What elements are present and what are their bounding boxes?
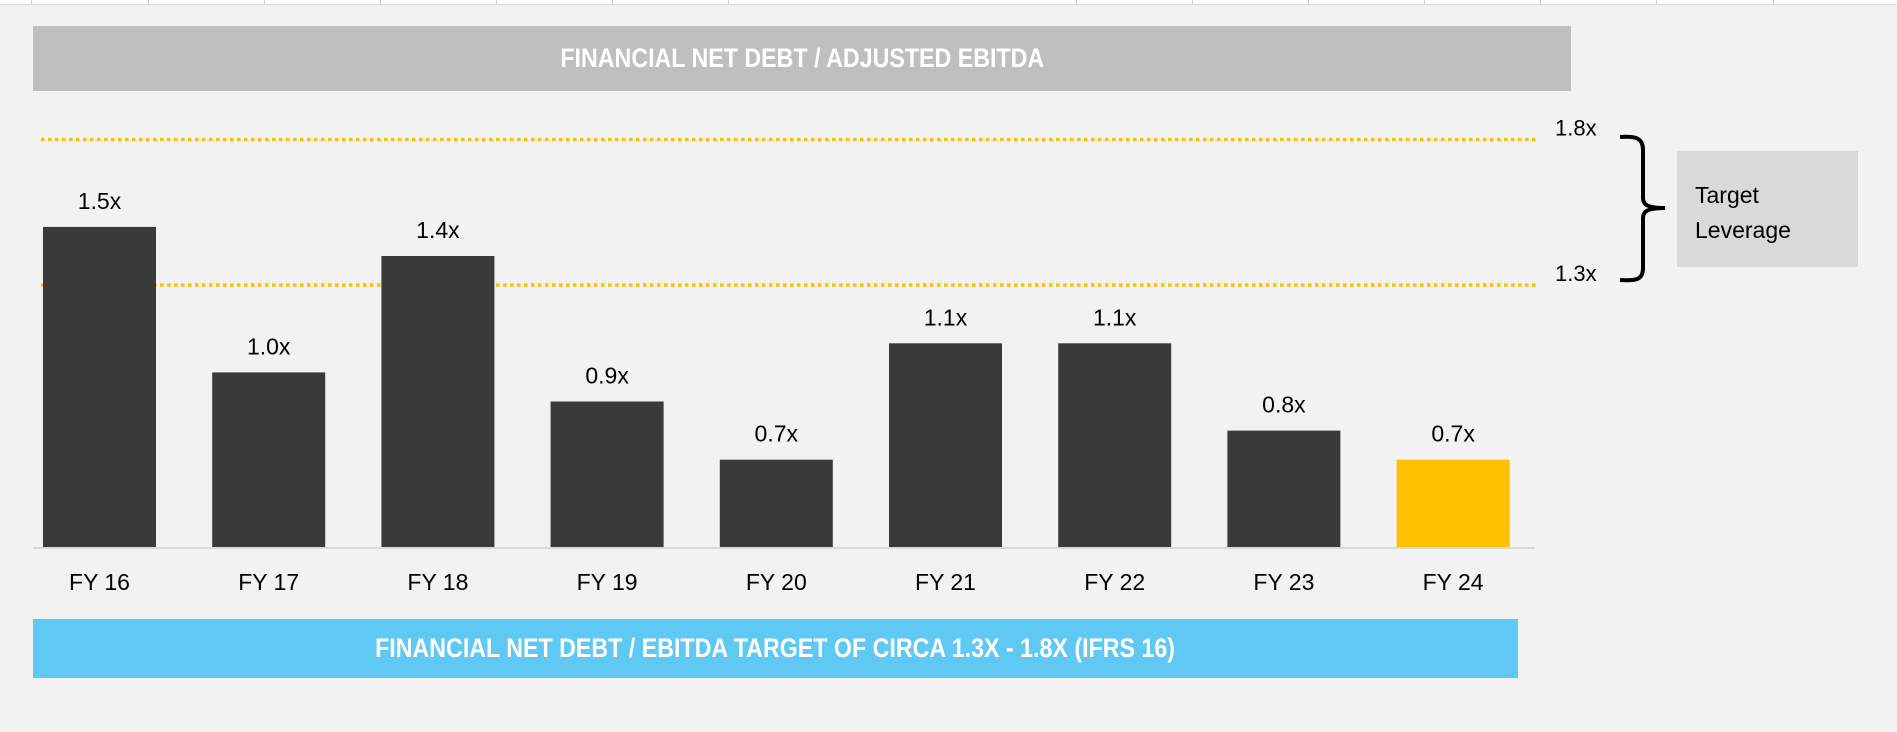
value-label: 0.7x [755, 421, 799, 447]
value-label: 1.5x [78, 188, 122, 214]
bar-fy16 [43, 226, 156, 547]
reference-label: 1.3x [1555, 261, 1597, 286]
column-tick [264, 0, 265, 5]
reference-lines [41, 137, 1537, 287]
target-leverage-box: Target Leverage [1677, 151, 1858, 267]
column-tick [612, 0, 613, 5]
x-tick-label: FY 17 [238, 569, 299, 595]
bar-fy17 [212, 372, 326, 547]
column-tick [380, 0, 381, 5]
value-label: 0.8x [1262, 392, 1306, 418]
column-tick [1308, 0, 1309, 5]
value-label: 1.1x [1093, 304, 1137, 330]
bar-fy22 [1058, 343, 1172, 547]
x-tick-label: FY 16 [69, 569, 130, 595]
column-tick [1773, 0, 1774, 5]
column-tick [1540, 0, 1541, 5]
x-tick-label: FY 18 [407, 569, 468, 595]
value-label: 1.4x [416, 217, 460, 243]
column-tick [1656, 0, 1657, 5]
reference-label: 1.8x [1555, 116, 1597, 141]
chart-title-banner: FINANCIAL NET DEBT / ADJUSTED EBITDA [33, 26, 1571, 91]
bar-fy21 [889, 343, 1002, 547]
column-tick [1424, 0, 1425, 5]
value-label: 1.0x [247, 333, 291, 359]
bar-fy20 [719, 459, 833, 547]
annotation-line-1: Target [1695, 182, 1759, 208]
column-tick [1076, 0, 1077, 5]
value-labels: 1.5x 1.0x 1.4x 0.9x 0.7x 1.1x 1.1x 0.8x 0.7x [78, 188, 1476, 447]
top-gridline-strip [0, 0, 1897, 5]
brace-icon [1619, 134, 1666, 283]
x-tick-labels: FY 16 FY 17 FY 18 FY 19 FY 20 FY 21 FY 22 FY 23… [69, 569, 1484, 595]
footer-banner: FINANCIAL NET DEBT / EBITDA TARGET OF CI… [33, 619, 1518, 678]
column-tick [1192, 0, 1193, 5]
x-tick-label: FY 22 [1084, 569, 1145, 595]
x-tick-label: FY 20 [746, 569, 807, 595]
column-tick [496, 0, 497, 5]
value-label: 1.1x [924, 304, 968, 330]
column-tick [728, 0, 729, 5]
value-label: 0.9x [585, 363, 629, 389]
bars [43, 226, 1510, 547]
column-tick [148, 0, 149, 5]
x-tick-label: FY 19 [577, 569, 638, 595]
bar-fy24 [1396, 459, 1510, 547]
bar-fy19 [550, 401, 664, 547]
x-tick-label: FY 24 [1423, 569, 1484, 595]
annotation-line-2: Leverage [1695, 217, 1791, 243]
bar-fy18 [381, 256, 495, 547]
chart-title: FINANCIAL NET DEBT / ADJUSTED EBITDA [560, 43, 1044, 73]
bar-fy23 [1227, 430, 1341, 547]
value-label: 0.7x [1431, 421, 1475, 447]
x-tick-label: FY 21 [915, 569, 976, 595]
x-tick-label: FY 23 [1253, 569, 1314, 595]
column-tick [31, 0, 32, 5]
reference-labels: 1.8x 1.3x [1555, 116, 1597, 287]
footer-text: FINANCIAL NET DEBT / EBITDA TARGET OF CI… [375, 633, 1176, 663]
